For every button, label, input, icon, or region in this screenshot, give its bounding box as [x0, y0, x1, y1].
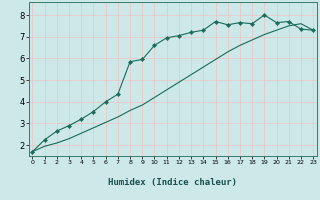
Text: Humidex (Indice chaleur): Humidex (Indice chaleur) [108, 178, 237, 186]
